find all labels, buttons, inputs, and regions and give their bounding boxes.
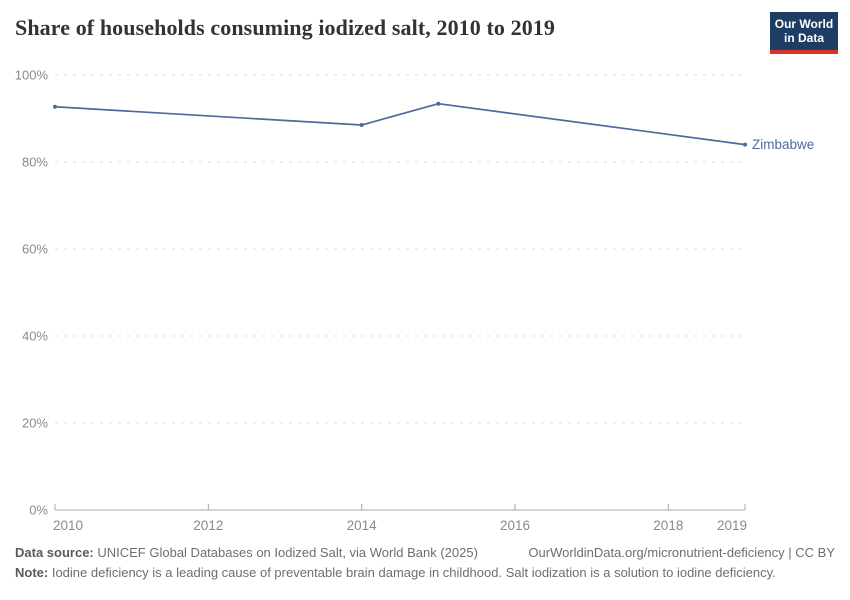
footer-note: Note: Iodine deficiency is a leading cau… bbox=[15, 564, 776, 580]
y-tick-label: 40% bbox=[22, 329, 48, 344]
x-tick-label: 2010 bbox=[53, 518, 83, 533]
y-tick-label: 80% bbox=[22, 155, 48, 170]
y-tick-label: 0% bbox=[29, 503, 48, 518]
owid-url-license-link[interactable]: OurWorldinData.org/micronutrient-deficie… bbox=[528, 545, 835, 560]
x-tick-label: 2016 bbox=[500, 518, 530, 533]
data-point bbox=[359, 123, 364, 128]
series-line-zimbabwe bbox=[54, 102, 746, 146]
data-source-label: Data source: bbox=[15, 545, 94, 560]
y-tick-label: 20% bbox=[22, 416, 48, 431]
data-point bbox=[743, 142, 747, 147]
data-source-text: Data source: UNICEF Global Databases on … bbox=[15, 545, 478, 560]
y-tick-label: 60% bbox=[22, 242, 48, 257]
owid-logo-line2: in Data bbox=[783, 31, 824, 46]
x-tick-label: 2012 bbox=[193, 518, 223, 533]
y-tick-label: 100% bbox=[15, 68, 49, 83]
line-chart-plot: 0% 20% 40% 60% 80% 100% 2010 2012 2014 2016 2018 20… bbox=[15, 68, 815, 534]
data-point bbox=[53, 104, 57, 109]
entity-label: Zimbabwe bbox=[752, 137, 814, 152]
note-label: Note: bbox=[15, 564, 49, 580]
x-tick-label: 2019 bbox=[717, 518, 747, 533]
x-tick-label: 2018 bbox=[653, 518, 683, 533]
x-tick-label: 2014 bbox=[347, 518, 378, 533]
chart-header: Share of households consuming iodized sa… bbox=[0, 0, 850, 60]
owid-logo-line1: Our World bbox=[774, 17, 834, 31]
chart-footer: Data source: UNICEF Global Databases on … bbox=[0, 538, 850, 583]
data-point bbox=[436, 101, 441, 106]
chart-title: Share of households consuming iodized sa… bbox=[15, 15, 555, 40]
owid-logo[interactable]: Our World in Data bbox=[770, 12, 838, 54]
